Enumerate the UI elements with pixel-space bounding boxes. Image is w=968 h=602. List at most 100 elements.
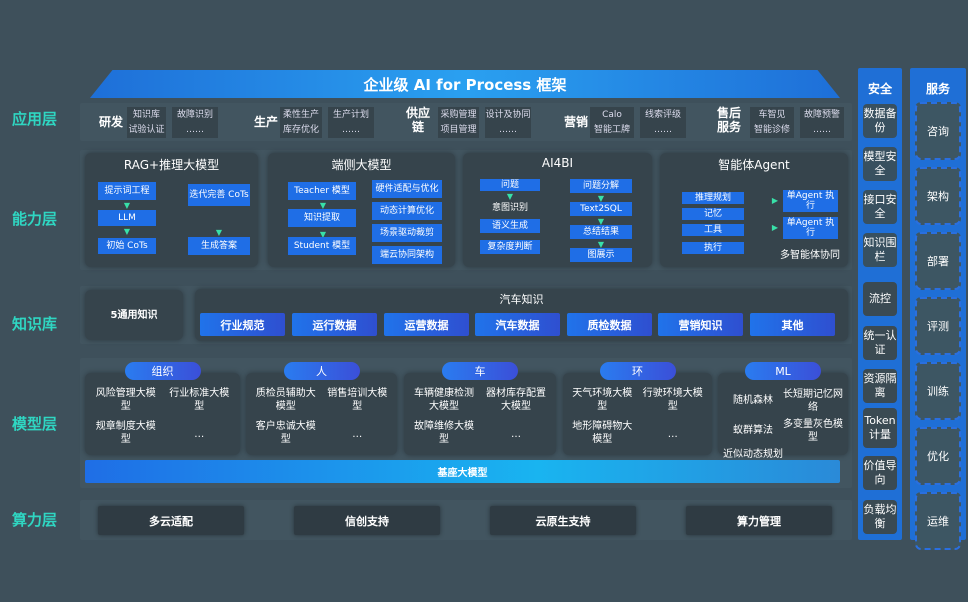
general-knowledge-label[interactable]: 5通用知识 <box>110 310 158 321</box>
capability-step[interactable]: 意图识别 <box>491 203 528 213</box>
model-item[interactable]: 风险管理大模型 <box>95 388 156 412</box>
service-item[interactable]: 训练 <box>915 362 961 420</box>
compute-item[interactable]: 云原生支持 <box>490 506 636 535</box>
model-item[interactable]: 质检员辅助大模型 <box>255 388 316 412</box>
capability-step[interactable]: 记忆 <box>682 208 744 220</box>
capability-step[interactable]: 语义生成 <box>480 219 540 233</box>
model-item[interactable]: … <box>511 429 521 440</box>
app-item[interactable]: …… <box>485 122 531 138</box>
knowledge-item[interactable]: 行业规范 <box>200 313 285 336</box>
model-item[interactable]: 行业标准大模型 <box>169 388 230 412</box>
knowledge-item[interactable]: 汽车数据 <box>475 313 560 336</box>
model-item[interactable]: 故障维修大模型 <box>414 421 474 445</box>
model-item[interactable]: 车辆健康检测大模型 <box>414 388 474 412</box>
model-item[interactable]: 规章制度大模型 <box>95 421 156 445</box>
app-item[interactable]: 智能工牌 <box>590 122 634 138</box>
knowledge-item[interactable]: 营销知识 <box>658 313 743 336</box>
app-item[interactable]: …… <box>800 122 844 138</box>
app-item[interactable]: 生产计划 <box>328 107 374 123</box>
service-item[interactable]: 部署 <box>915 232 961 290</box>
security-item[interactable]: 知识围栏 <box>863 233 897 267</box>
model-item[interactable]: 随机森林 <box>733 395 773 406</box>
capability-step[interactable]: 推理规划 <box>682 192 744 204</box>
security-item[interactable]: 价值导向 <box>863 456 897 490</box>
app-item[interactable]: 故障预警 <box>800 107 844 123</box>
model-group-tag[interactable]: 组织 <box>124 362 201 380</box>
capability-step[interactable]: 工具 <box>682 224 744 236</box>
capability-step[interactable]: 复杂度判断 <box>480 240 540 254</box>
model-item[interactable]: 近似动态规划 <box>723 449 783 460</box>
app-item[interactable]: 项目管理 <box>438 122 479 138</box>
security-item[interactable]: 统一认证 <box>863 326 897 360</box>
service-item[interactable]: 架构 <box>915 167 961 225</box>
capability-step[interactable]: 执行 <box>682 242 744 254</box>
capability-step[interactable]: 单Agent 执行 <box>783 190 838 212</box>
capability-step[interactable]: Student 模型 <box>288 237 356 255</box>
service-item[interactable]: 评测 <box>915 297 961 355</box>
security-item[interactable]: 模型安全 <box>863 147 897 181</box>
knowledge-item[interactable]: 其他 <box>750 313 835 336</box>
security-item[interactable]: 负载均衡 <box>863 500 897 534</box>
app-item[interactable]: 柔性生产 <box>280 107 322 123</box>
security-item[interactable]: 数据备份 <box>863 104 897 138</box>
capability-step[interactable]: 端云协同架构 <box>372 246 442 264</box>
base-model-bar[interactable]: 基座大模型 <box>85 460 840 483</box>
app-item[interactable]: Calo <box>590 107 634 123</box>
capability-step[interactable]: 图展示 <box>570 248 632 262</box>
capability-step[interactable]: 单Agent 执行 <box>783 217 838 239</box>
model-item[interactable]: 销售培训大模型 <box>327 388 388 412</box>
model-group-tag[interactable]: 人 <box>283 362 360 380</box>
capability-step[interactable]: LLM <box>98 210 156 226</box>
capability-step[interactable]: 动态计算优化 <box>372 202 442 220</box>
capability-step[interactable]: 场景驱动裁剪 <box>372 224 442 242</box>
capability-step[interactable]: Teacher 模型 <box>288 182 356 200</box>
app-item[interactable]: 故障识别 <box>172 107 218 123</box>
model-item[interactable]: 蚁群算法 <box>733 425 773 436</box>
capability-step[interactable]: 硬件适配与优化 <box>372 180 442 198</box>
app-item[interactable]: 线索评级 <box>640 107 686 123</box>
capability-step[interactable]: 知识提取 <box>288 209 356 227</box>
model-item[interactable]: … <box>667 429 678 440</box>
capability-step[interactable]: 迭代完善 CoTs <box>188 184 250 206</box>
app-item[interactable]: 设计及协同 <box>485 107 531 123</box>
service-item[interactable]: 优化 <box>915 427 961 485</box>
model-group-tag[interactable]: 车 <box>442 362 518 380</box>
model-item[interactable]: 长短期记忆网络 <box>783 389 843 413</box>
knowledge-item[interactable]: 运行数据 <box>292 313 377 336</box>
app-item[interactable]: …… <box>172 122 218 138</box>
model-item[interactable]: … <box>194 429 205 440</box>
model-item[interactable]: 天气环境大模型 <box>572 388 633 412</box>
compute-item[interactable]: 多云适配 <box>98 506 244 535</box>
capability-step[interactable]: Text2SQL <box>570 202 632 216</box>
security-item[interactable]: Token计量 <box>863 408 897 448</box>
knowledge-item[interactable]: 运营数据 <box>384 313 469 336</box>
model-group-tag[interactable]: 环 <box>599 362 676 380</box>
security-item[interactable]: 流控 <box>863 282 897 316</box>
model-item[interactable]: 客户忠诚大模型 <box>255 421 316 445</box>
service-item[interactable]: 咨询 <box>915 102 961 160</box>
app-item[interactable]: 车智见 <box>750 107 794 123</box>
model-item[interactable]: 器材库存配置大模型 <box>486 388 546 412</box>
app-item[interactable]: 试验认证 <box>127 122 166 138</box>
capability-step[interactable]: 问题分解 <box>570 179 632 193</box>
security-item[interactable]: 接口安全 <box>863 190 897 224</box>
app-item[interactable]: …… <box>640 122 686 138</box>
app-item[interactable]: 知识库 <box>127 107 166 123</box>
security-item[interactable]: 资源隔离 <box>863 369 897 403</box>
capability-step[interactable]: 生成答案 <box>188 237 250 255</box>
model-item[interactable]: 多变量灰色模型 <box>783 419 843 443</box>
service-item[interactable]: 运维 <box>915 492 961 550</box>
model-item[interactable]: … <box>352 429 363 440</box>
capability-step[interactable]: 总结结果 <box>570 225 632 239</box>
knowledge-item[interactable]: 质检数据 <box>567 313 652 336</box>
model-item[interactable]: 地形障碍物大模型 <box>572 421 633 445</box>
capability-step[interactable]: 提示词工程 <box>98 182 156 200</box>
compute-item[interactable]: 信创支持 <box>294 506 440 535</box>
model-item[interactable]: 行驶环境大模型 <box>642 388 703 412</box>
app-item[interactable]: 智能诊修 <box>750 122 794 138</box>
app-item[interactable]: 库存优化 <box>280 122 322 138</box>
model-group-tag[interactable]: ML <box>745 362 821 380</box>
capability-step[interactable]: 问题 <box>480 179 540 191</box>
compute-item[interactable]: 算力管理 <box>686 506 832 535</box>
capability-step[interactable]: 初始 CoTs <box>98 238 156 254</box>
